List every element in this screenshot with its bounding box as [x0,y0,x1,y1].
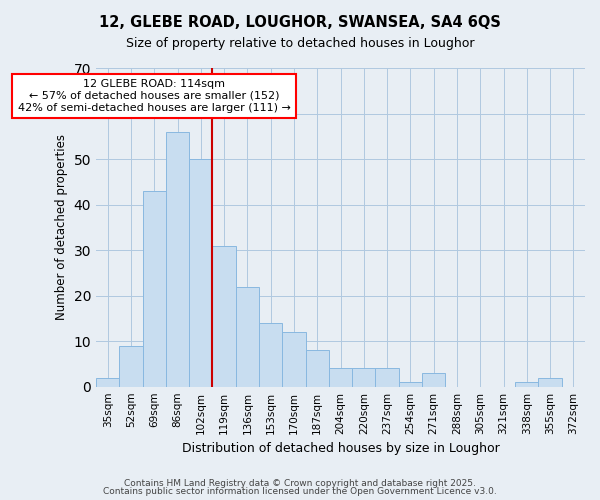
X-axis label: Distribution of detached houses by size in Loughor: Distribution of detached houses by size … [182,442,499,455]
Bar [259,323,283,386]
Bar [283,332,305,386]
Bar [119,346,143,387]
Text: Contains HM Land Registry data © Crown copyright and database right 2025.: Contains HM Land Registry data © Crown c… [124,478,476,488]
Bar [422,373,445,386]
Bar [212,246,236,386]
Bar [376,368,399,386]
Bar [305,350,329,386]
Bar [96,378,119,386]
Text: Contains public sector information licensed under the Open Government Licence v3: Contains public sector information licen… [103,487,497,496]
Bar [538,378,562,386]
Text: 12 GLEBE ROAD: 114sqm
← 57% of detached houses are smaller (152)
42% of semi-det: 12 GLEBE ROAD: 114sqm ← 57% of detached … [18,80,291,112]
Text: 12, GLEBE ROAD, LOUGHOR, SWANSEA, SA4 6QS: 12, GLEBE ROAD, LOUGHOR, SWANSEA, SA4 6Q… [99,15,501,30]
Y-axis label: Number of detached properties: Number of detached properties [55,134,68,320]
Bar [515,382,538,386]
Text: Size of property relative to detached houses in Loughor: Size of property relative to detached ho… [126,38,474,51]
Bar [166,132,189,386]
Bar [399,382,422,386]
Bar [189,159,212,386]
Bar [236,286,259,386]
Bar [329,368,352,386]
Bar [352,368,376,386]
Bar [143,191,166,386]
